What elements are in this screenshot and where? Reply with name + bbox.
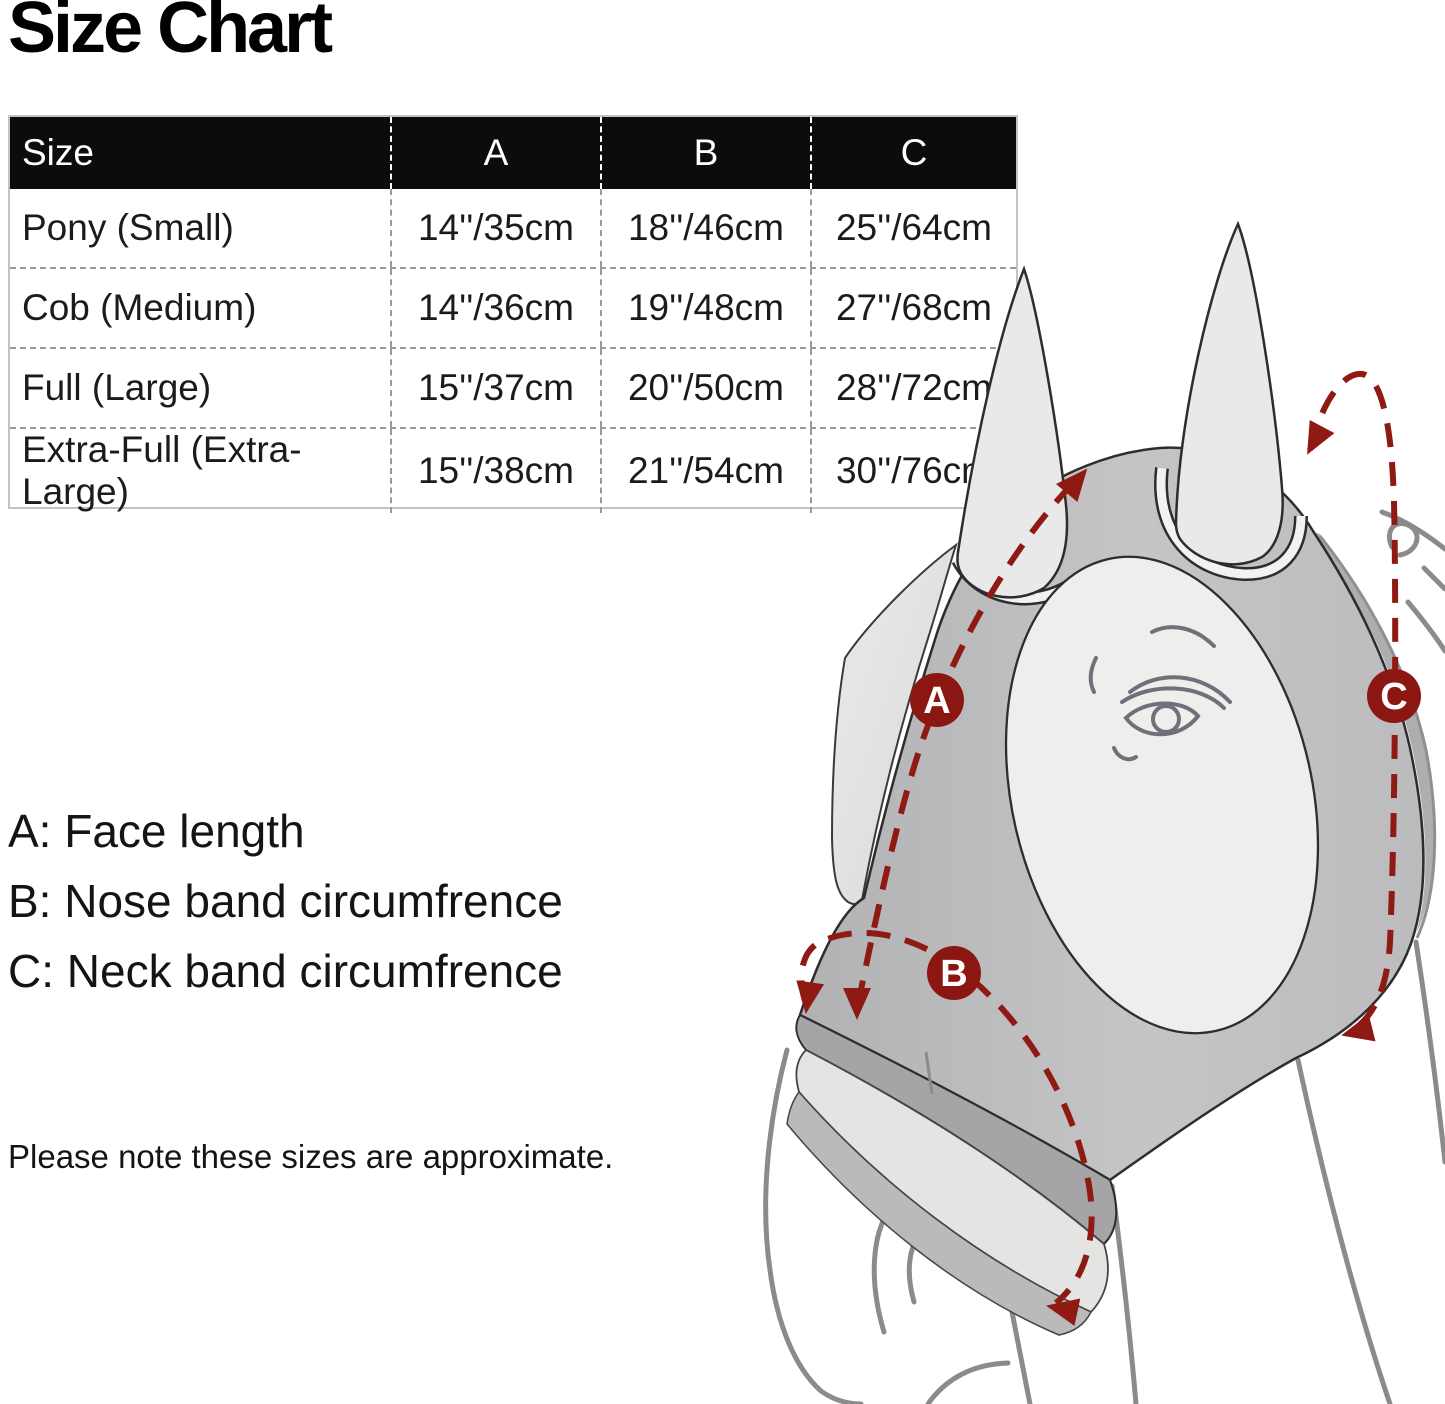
cell-c: 27''/68cm [810, 269, 1016, 347]
ear-right [1174, 220, 1284, 566]
ear-rim-right [1156, 467, 1306, 579]
table-row: Extra-Full (Extra-Large) 15''/38cm 21''/… [10, 427, 1016, 513]
table-header-row: Size A B C [10, 117, 1016, 189]
arrowhead [1294, 419, 1335, 462]
measure-b-badge [927, 946, 981, 1000]
measurement-legend: A: Face length B: Nose band circumfrence… [8, 796, 563, 1006]
cell-b: 18''/46cm [600, 189, 810, 267]
cell-b: 21''/54cm [600, 429, 810, 513]
brow-wrinkle [1088, 656, 1098, 694]
eyebrow [1120, 686, 1226, 710]
eye-opening [1004, 555, 1320, 1035]
muzzle-outline [763, 1047, 864, 1404]
measure-c-label: C [1380, 676, 1407, 718]
table-row: Cob (Medium) 14''/36cm 19''/48cm 27''/68… [10, 267, 1016, 347]
horse-cheek [830, 542, 958, 906]
cell-size: Extra-Full (Extra-Large) [22, 429, 302, 512]
measure-b-label: B [940, 953, 967, 995]
brow-wrinkle [1150, 625, 1216, 648]
mane-wisp [1386, 521, 1420, 558]
header-cell-a: A [390, 117, 600, 189]
eye-shape [1123, 701, 1201, 737]
legend-line-c: C: Neck band circumfrence [8, 945, 563, 997]
cell-a: 15''/38cm [390, 429, 600, 513]
eyebrow [1128, 675, 1232, 704]
cell-b: 19''/48cm [600, 269, 810, 347]
cell-c: 30''/76cm [810, 429, 1016, 513]
neck-line [1413, 939, 1445, 1165]
cell-a: 14''/36cm [390, 269, 600, 347]
page-title: Size Chart [8, 0, 333, 68]
measure-c-path [1307, 370, 1399, 1036]
header-cell-c: C [810, 117, 1016, 189]
cell-size: Pony (Small) [22, 207, 234, 248]
measure-a-path [855, 471, 1085, 1005]
legend-line-a: A: Face length [8, 805, 305, 857]
eye-drawing [1088, 625, 1232, 762]
header-cell-size: Size [22, 132, 94, 173]
note-text: Please note these sizes are approximate. [8, 1138, 614, 1175]
cheek-wrinkle [1112, 746, 1138, 762]
cell-size: Full (Large) [22, 367, 212, 408]
cell-c: 28''/72cm [810, 349, 1016, 427]
mane-wisp [1405, 599, 1445, 654]
eye-iris [1151, 704, 1181, 734]
header-cell-b: B [600, 117, 810, 189]
mane-wisp [1421, 565, 1445, 592]
measure-b-path [798, 930, 1095, 1306]
table-row: Full (Large) 15''/37cm 20''/50cm 28''/72… [10, 347, 1016, 427]
mouth-line [925, 1360, 1011, 1404]
fly-mask-diagram: A B C [763, 220, 1445, 1404]
size-table: Size A B C Pony (Small) 14''/35cm 18''/4… [8, 115, 1018, 513]
measure-c-badge [1367, 669, 1421, 723]
cell-b: 20''/50cm [600, 349, 810, 427]
measurements: A B C [791, 370, 1421, 1326]
legend-line-b: B: Nose band circumfrence [8, 875, 563, 927]
neck-edge-line [1318, 535, 1437, 939]
muzzle-tick [924, 1051, 934, 1095]
neck-line [1295, 1057, 1393, 1404]
cell-a: 14''/35cm [390, 189, 600, 267]
neck-shade [1312, 532, 1435, 934]
ear-left [956, 265, 1069, 599]
cell-size: Cob (Medium) [22, 287, 257, 328]
measure-badges: A B C [910, 669, 1421, 1000]
cell-c: 25''/64cm [810, 189, 1016, 267]
cell-a: 15''/37cm [390, 349, 600, 427]
measure-a-label: A [923, 680, 950, 722]
table-row: Pony (Small) 14''/35cm 18''/46cm 25''/64… [10, 189, 1016, 267]
measure-a-badge [910, 673, 964, 727]
nose-band-far-edge [786, 1090, 1093, 1336]
